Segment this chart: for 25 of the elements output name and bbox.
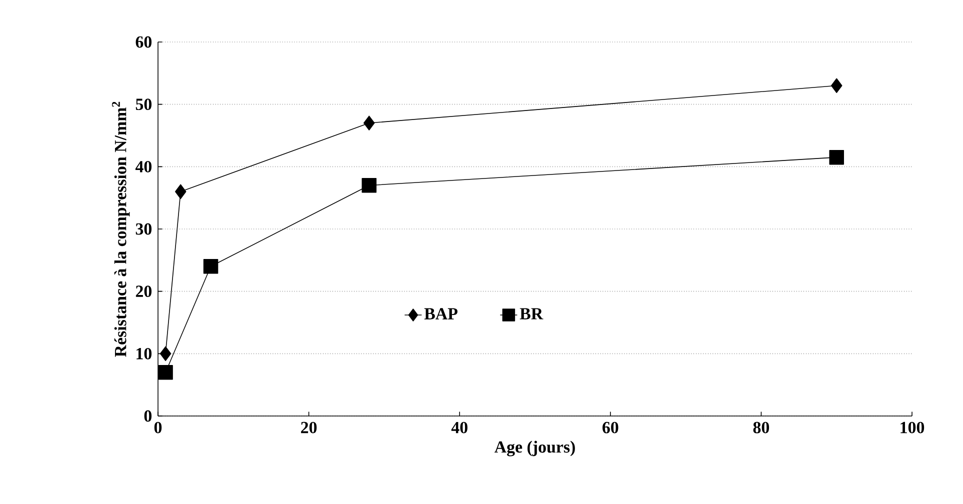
point	[174, 184, 186, 199]
y-tick-label: 20	[136, 286, 152, 298]
point	[363, 116, 375, 130]
legend-label: BAP	[424, 308, 458, 320]
x-tick-label: 20	[301, 422, 317, 434]
y-axis-title: Résistance à la compression N/mm$^{2}$	[112, 102, 130, 357]
y-tick-label: 0	[144, 410, 152, 422]
legend-label: BR	[520, 308, 544, 320]
point	[160, 346, 172, 362]
x-tick-label: 0	[154, 422, 162, 434]
point	[362, 178, 376, 193]
point	[829, 150, 844, 165]
point	[158, 364, 173, 380]
x-tick-label: 100	[900, 422, 924, 434]
y-tick-label: 50	[136, 98, 152, 110]
y-tick-label: 60	[136, 36, 152, 48]
y-tick-label: 40	[135, 160, 152, 172]
x-tick-label: 60	[602, 422, 618, 434]
x-tick-label: 80	[753, 422, 770, 434]
y-tick-label: 30	[136, 223, 152, 235]
x-tick-label: 40	[451, 422, 468, 434]
point	[203, 259, 218, 274]
y-tick-label: 10	[136, 348, 152, 360]
point	[830, 78, 842, 94]
x-axis-title: Age (jours)	[494, 440, 575, 456]
